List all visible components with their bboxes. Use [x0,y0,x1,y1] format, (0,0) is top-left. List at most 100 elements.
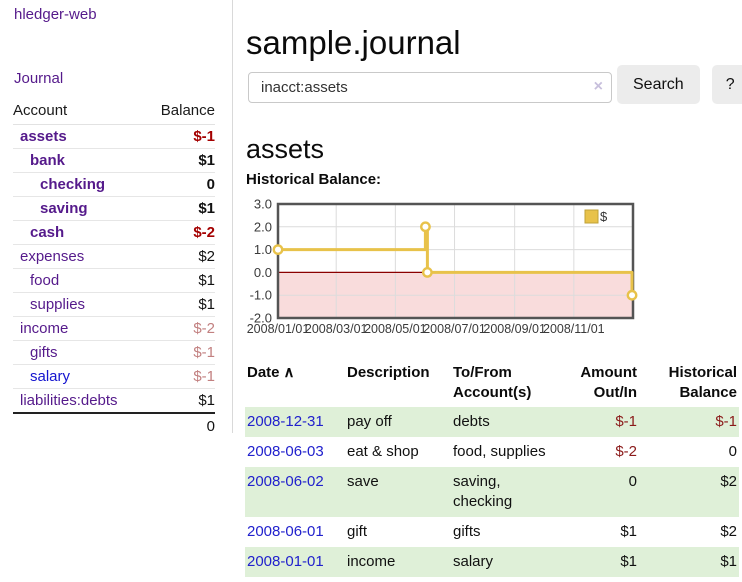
register-accounts: debts [453,413,490,430]
account-link-bank[interactable]: bank [30,152,66,169]
register-row: 2008-06-03 eat & shop food, supplies $-2 0 [245,437,739,467]
accounts-table: Account Balance assets $-1 bank $1 checking 0… [13,100,215,438]
page-title: sample.journal [246,24,461,62]
register-header-amount: Amount Out/In [580,364,637,401]
account-balance: $-2 [146,220,215,245]
account-link-checking[interactable]: checking [40,176,106,193]
account-link-expenses[interactable]: expenses [20,248,85,265]
x-tick-label: 2008/03/01 [305,322,368,336]
account-link-saving[interactable]: saving [40,200,88,217]
accounts-total-row: 0 [13,413,215,438]
legend-label: $ [600,209,608,224]
register-header-date[interactable]: Date ∧ [247,364,295,381]
search-input[interactable] [248,72,612,103]
register-accounts: gifts [453,523,481,540]
register-description: gift [347,523,368,540]
data-point-marker [272,244,284,255]
register-description: save [347,473,379,490]
register-balance: $2 [720,473,737,490]
account-link-food[interactable]: food [30,272,60,289]
register-header-description: Description [347,364,430,381]
sidebar-divider [232,0,233,433]
account-row: gifts $-1 [13,340,215,365]
register-date-link[interactable]: 2008-06-03 [247,443,324,460]
x-tick-label: 2008/07/01 [423,322,486,336]
search-bar: × Search ? [248,65,742,105]
account-link-gifts[interactable]: gifts [30,344,58,361]
account-link-salary[interactable]: salary [30,368,71,385]
register-amount: $-2 [615,443,637,460]
x-tick-label: 2008/01/01 [247,322,310,336]
historical-balance-chart[interactable]: $3.0 2.0 1.0 0.0 -1.0 -2.02008/01/012008/03/0… [245,198,647,340]
account-row: cash $-2 [13,220,215,245]
register-amount: $1 [620,553,637,570]
register-date-link[interactable]: 2008-06-02 [247,473,324,490]
register-table-body: 2008-12-31 pay off debts $-1 $-1 2008-06-03 ea… [245,407,739,577]
register-date-link[interactable]: 2008-01-01 [247,553,324,570]
accounts-header-account: Account [13,100,147,125]
register-header-row: Date ∧ Description To/From Account(s) Amo… [245,359,739,407]
account-link-supplies[interactable]: supplies [30,296,86,313]
register-date-link[interactable]: 2008-12-31 [247,413,324,430]
account-row: assets $-1 [13,124,215,149]
help-button[interactable]: ? [711,65,742,104]
accounts-header-balance: Balance [146,100,215,125]
account-row: income $-2 [13,316,215,341]
register-description: pay off [347,413,392,430]
account-link-assets[interactable]: assets [20,128,67,145]
account-row: expenses $2 [13,244,215,269]
register-accounts: food, supplies [453,443,546,460]
register-date-link[interactable]: 2008-06-01 [247,523,324,540]
y-tick-label: 3.0 [254,198,272,212]
x-tick-label: 2008/09/01 [483,322,546,336]
data-point-marker [421,267,433,278]
register-table: Date ∧ Description To/From Account(s) Amo… [245,359,739,577]
sidebar-item-journal[interactable]: Journal [14,70,64,87]
account-row: food $1 [13,268,215,293]
account-balance: $-2 [146,316,215,341]
register-balance: $-1 [715,413,737,430]
chart-label: Historical Balance: [246,171,382,188]
register-description: eat & shop [347,443,419,460]
accounts-table-body: assets $-1 bank $1 checking 0 saving $1 cash $-2 e… [13,124,215,414]
legend-swatch [584,209,599,224]
y-tick-label: 2.0 [254,219,272,234]
account-row: bank $1 [13,148,215,173]
account-balance: $1 [146,292,215,317]
register-row: 2008-01-01 income salary $1 $1 [245,547,739,577]
register-amount: $-1 [615,413,637,430]
account-balance: $1 [146,268,215,293]
register-balance: $2 [720,523,737,540]
clear-search-icon[interactable]: × [593,78,603,95]
x-tick-label: 2008/05/01 [364,322,427,336]
account-row: saving $1 [13,196,215,221]
account-balance: $1 [146,196,215,221]
data-point-marker [626,289,638,301]
y-tick-label: 0.0 [254,265,272,280]
data-point-marker [420,221,431,233]
y-tick-label: -1.0 [250,288,272,303]
account-link-cash[interactable]: cash [30,224,65,241]
account-balance: $-1 [146,124,215,149]
account-row: salary $-1 [13,364,215,389]
x-tick-label: 2008/11/01 [543,322,605,336]
account-link-liabilities-debts[interactable]: liabilities:debts [20,392,118,409]
y-tick-label: 1.0 [254,242,272,257]
register-row: 2008-12-31 pay off debts $-1 $-1 [245,407,739,437]
register-balance: 0 [728,443,737,460]
account-balance: $-1 [146,340,215,365]
account-balance: $2 [146,244,215,269]
account-balance: $-1 [146,364,215,389]
app-brand-link[interactable]: hledger-web [14,6,97,23]
register-header-accounts: To/From Account(s) [453,364,532,401]
register-row: 2008-06-01 gift gifts $1 $2 [245,517,739,547]
accounts-total-value: 0 [206,418,215,435]
account-balance: $1 [146,148,215,173]
account-row: supplies $1 [13,292,215,317]
sort-caret-up-icon: ∧ [283,364,295,381]
search-button[interactable]: Search [617,65,700,104]
account-heading: assets [246,134,325,165]
register-accounts: salary [453,553,494,570]
account-link-income[interactable]: income [20,320,69,337]
y-tick-label: -2.0 [250,311,272,326]
